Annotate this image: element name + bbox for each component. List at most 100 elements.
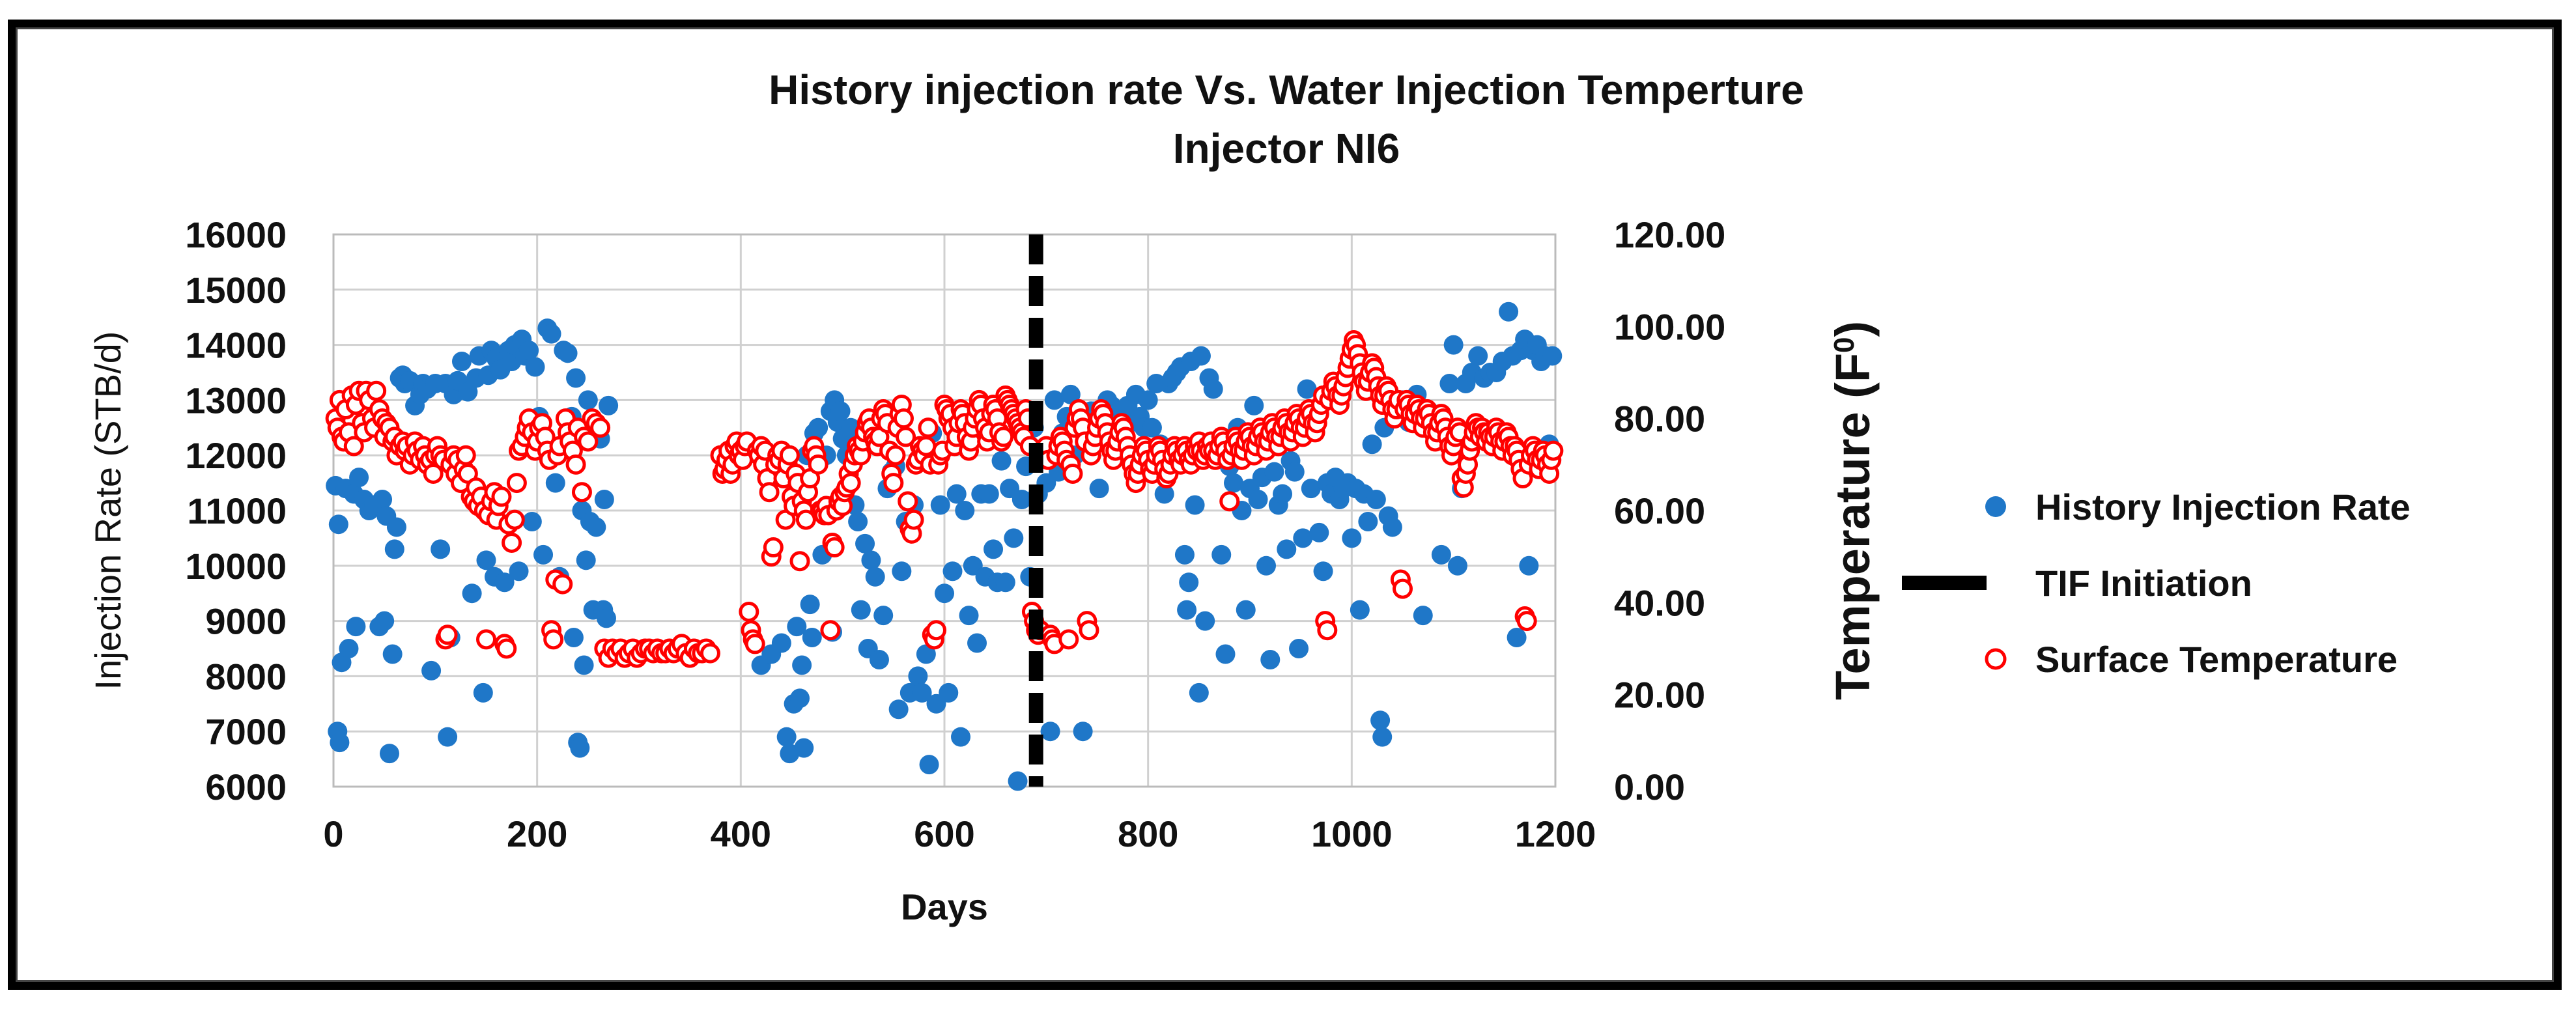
rate-point xyxy=(586,517,606,537)
temperature-point xyxy=(502,532,522,553)
rate-point xyxy=(967,633,987,653)
rate-point xyxy=(525,357,545,377)
temperature-point xyxy=(840,473,861,494)
right-axis-ticks: 0.00 20.00 40.00 60.00 80.00 100.00 120.00 xyxy=(1614,214,1725,807)
y-axis-left-label: Injection Rate (STB/d) xyxy=(87,331,128,690)
temperature-point xyxy=(759,482,780,503)
temperature-point xyxy=(1543,440,1564,461)
rate-point xyxy=(995,572,1015,593)
rate-point xyxy=(1073,722,1093,742)
rate-point xyxy=(771,633,791,653)
rate-point xyxy=(1342,528,1362,548)
plot-area xyxy=(332,233,1557,788)
x-tick-label: 600 xyxy=(914,813,974,854)
rate-point xyxy=(349,468,369,488)
temperature-point xyxy=(506,473,527,494)
rate-point xyxy=(476,550,496,570)
legend-temp-marker xyxy=(1985,648,2007,670)
rate-point xyxy=(790,688,810,708)
rate-point xyxy=(462,583,482,604)
rate-point xyxy=(384,539,404,559)
rate-point xyxy=(979,484,999,504)
temperature-point xyxy=(1079,620,1099,641)
legend-tif-label: TIF Initiation xyxy=(2035,563,2252,604)
rate-point xyxy=(984,539,1004,559)
rate-point xyxy=(855,533,875,554)
temperature-point xyxy=(476,629,496,650)
temperature-point xyxy=(543,629,564,650)
rate-point xyxy=(830,401,851,421)
x-axis-label: Days xyxy=(901,886,988,927)
rate-point xyxy=(576,550,596,570)
rate-point xyxy=(1447,555,1467,576)
rate-point xyxy=(438,727,458,747)
rate-point xyxy=(800,595,820,615)
rate-point xyxy=(451,352,472,372)
rate-point xyxy=(1277,539,1297,559)
rate-point xyxy=(1370,710,1391,731)
rate-point xyxy=(1060,384,1081,404)
temperature-point xyxy=(918,417,939,438)
rate-point xyxy=(330,733,350,753)
left-axis-ticks: 6000 7000 8000 9000 10000 11000 12000 13000 1400… xyxy=(185,214,287,807)
temperature-point xyxy=(496,638,517,659)
temperature-point xyxy=(808,454,828,475)
rate-point xyxy=(946,484,967,504)
rate-point xyxy=(494,572,515,593)
rate-point xyxy=(939,682,959,703)
rate-point xyxy=(991,451,1012,471)
temperature-point xyxy=(455,445,476,466)
legend: History Injection Rate TIF Initiation Su… xyxy=(1902,486,2411,680)
temperature-point xyxy=(565,454,586,475)
rate-point xyxy=(1542,346,1563,366)
rate-point xyxy=(1358,511,1378,531)
temperature-point xyxy=(1393,578,1413,599)
rate-point xyxy=(1008,771,1028,791)
rate-point xyxy=(379,744,399,764)
rate-point xyxy=(1223,473,1243,493)
temperature-point xyxy=(896,427,916,447)
rate-point xyxy=(1366,490,1386,510)
chart-subtitle: Injector NI6 xyxy=(1173,125,1400,172)
y-axis-right-label-sup: 0 xyxy=(1828,337,1860,352)
temperature-point xyxy=(824,537,845,558)
rate-point xyxy=(851,600,871,620)
rate-point xyxy=(346,617,366,637)
rate-point xyxy=(1195,611,1215,631)
rate-point xyxy=(541,324,561,344)
temperature-point xyxy=(552,574,573,595)
rate-point xyxy=(574,655,594,675)
rate-point xyxy=(873,606,894,626)
rate-point xyxy=(339,639,359,658)
legend-item-temperature: Surface Temperature xyxy=(1985,639,2398,680)
rate-point xyxy=(594,490,614,510)
rate-point xyxy=(935,583,954,604)
temperature-point xyxy=(590,417,611,438)
rate-point xyxy=(1507,628,1527,648)
chart-title: History injection rate Vs. Water Injecti… xyxy=(769,66,1804,113)
temperature-point xyxy=(993,427,1014,447)
rate-point xyxy=(566,368,586,388)
temperature-point xyxy=(820,620,841,641)
rate-point xyxy=(599,395,619,415)
rate-point xyxy=(1350,600,1370,620)
temperature-point xyxy=(571,482,592,503)
rate-point xyxy=(1443,335,1464,355)
rate-point xyxy=(1468,346,1488,366)
rate-point xyxy=(1248,490,1268,510)
y-left-tick-label: 6000 xyxy=(205,766,287,807)
rate-point xyxy=(1499,302,1519,322)
y-left-tick-label: 11000 xyxy=(187,490,287,531)
rate-point xyxy=(375,611,395,631)
y-left-tick-label: 12000 xyxy=(185,435,287,476)
rate-point xyxy=(421,660,442,680)
rate-point xyxy=(1256,555,1277,576)
rate-point xyxy=(908,666,928,686)
legend-item-tif: TIF Initiation xyxy=(1902,563,2252,604)
temperature-point xyxy=(779,445,800,466)
rate-point xyxy=(916,644,936,664)
rate-point xyxy=(509,561,529,582)
legend-item-rate: History Injection Rate xyxy=(1985,486,2411,527)
rate-point xyxy=(1004,528,1024,548)
